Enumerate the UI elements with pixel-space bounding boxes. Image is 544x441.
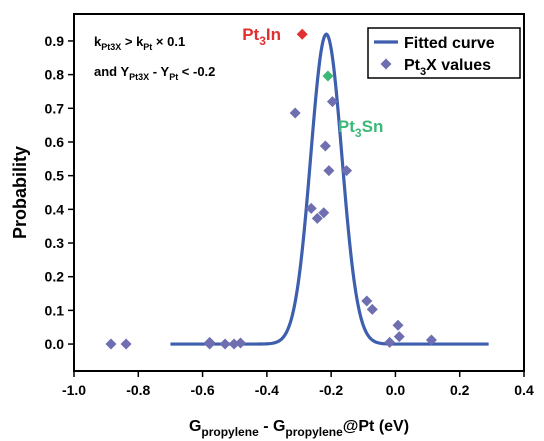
x-tick-label: 0.0: [386, 382, 406, 398]
y-tick-label: 0.1: [45, 302, 65, 318]
x-tick-label: 0.4: [514, 382, 534, 398]
data-point: [235, 337, 246, 349]
highlighted-point: [322, 70, 334, 82]
legend-points-label: Pt3X values: [404, 57, 491, 78]
data-point: [341, 165, 353, 177]
label-pt3in: Pt3In: [242, 25, 281, 48]
y-tick-label: 0.5: [45, 168, 65, 184]
data-point: [318, 207, 330, 219]
legend-box: [367, 27, 521, 79]
condition-line-2: and YPt3X - YPt < -0.2: [94, 64, 215, 82]
data-point: [384, 336, 396, 348]
y-tick-label: 0.3: [45, 235, 65, 251]
data-point: [204, 336, 216, 348]
fitted-curve-line: [170, 32, 489, 346]
highlighted-point: [296, 28, 308, 40]
y-tick-label: 0.6: [45, 134, 65, 150]
y-tick-label: 0.7: [45, 100, 65, 116]
highlight-labels: Pt3In Pt3Sn: [242, 25, 383, 140]
data-point: [120, 338, 132, 350]
data-point: [219, 338, 231, 350]
legend-fitted-curve-label: Fitted curve: [404, 35, 495, 52]
y-tick-label: 0.0: [45, 336, 65, 352]
y-tick-label: 0.2: [45, 269, 65, 285]
data-point: [425, 334, 437, 346]
data-point: [326, 96, 338, 108]
x-tick-label: 0.2: [450, 382, 470, 398]
axis-ticks: -1.0 -0.8 -0.6 -0.4 -0.2 0.0 0.2 0.4 0.0 0.1 0.2 0.…: [45, 33, 534, 398]
data-point: [289, 107, 301, 119]
y-tick-label: 0.4: [45, 201, 65, 217]
data-point: [392, 319, 404, 331]
x-tick-label: -1.0: [62, 382, 86, 398]
y-tick-label: 0.8: [45, 67, 65, 83]
data-point: [305, 202, 317, 214]
data-point: [323, 165, 335, 177]
x-tick-label: -0.2: [319, 382, 343, 398]
plot-frame: [73, 13, 525, 372]
x-tick-label: -0.4: [255, 382, 279, 398]
y-axis-title: Probability: [10, 146, 30, 239]
data-point: [366, 303, 378, 315]
condition-line-1: kPt3X > kPt × 0.1: [94, 34, 185, 52]
x-tick-label: -0.8: [126, 382, 150, 398]
x-tick-label: -0.6: [191, 382, 215, 398]
data-point: [361, 295, 373, 307]
data-point: [319, 140, 331, 152]
label-pt3sn: Pt3Sn: [338, 117, 383, 140]
x-axis-title: Gpropylene - Gpropylene@Pt (eV): [189, 418, 409, 439]
data-point: [393, 331, 405, 343]
condition-annotation: kPt3X > kPt × 0.1 and YPt3X - YPt < -0.2: [94, 34, 215, 82]
data-point: [311, 212, 323, 224]
highlighted-points: [296, 28, 334, 82]
legend: Fitted curve Pt3X values: [367, 27, 521, 79]
data-points: [105, 96, 437, 350]
legend-points-swatch: [380, 58, 392, 70]
data-point: [105, 338, 117, 350]
y-tick-label: 0.9: [45, 33, 65, 49]
